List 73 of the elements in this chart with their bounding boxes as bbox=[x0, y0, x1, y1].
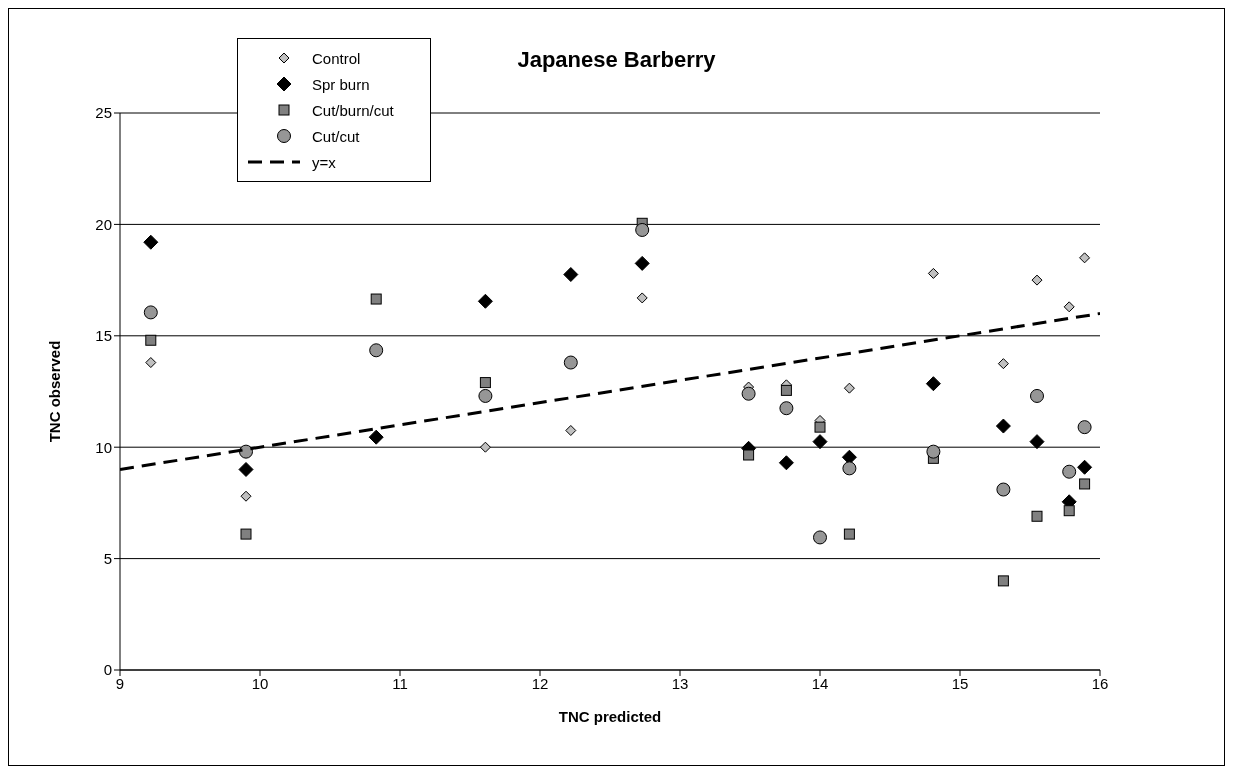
point bbox=[927, 267, 939, 279]
point bbox=[478, 388, 493, 403]
point bbox=[145, 357, 157, 369]
point bbox=[814, 421, 826, 433]
point bbox=[479, 377, 491, 389]
point bbox=[812, 434, 828, 450]
point bbox=[369, 343, 384, 358]
x-tick-label: 10 bbox=[251, 674, 269, 692]
chart-title: Japanese Barberry bbox=[517, 47, 716, 72]
y-tick-label: 15 bbox=[95, 327, 112, 345]
point bbox=[1063, 505, 1075, 517]
point bbox=[240, 490, 252, 502]
point bbox=[1077, 420, 1092, 435]
point bbox=[1079, 252, 1091, 264]
y-tick-label: 25 bbox=[95, 104, 112, 122]
y-tick-label: 0 bbox=[103, 661, 112, 679]
x-tick-label: 14 bbox=[811, 674, 829, 692]
point bbox=[565, 424, 577, 436]
point bbox=[477, 293, 493, 309]
x-axis-title: TNC predicted bbox=[558, 708, 662, 725]
y-tick-label: 20 bbox=[95, 215, 112, 233]
point bbox=[368, 429, 384, 445]
y-tick-label: 5 bbox=[103, 549, 112, 567]
point bbox=[741, 386, 756, 401]
point bbox=[239, 444, 253, 459]
x-tick-label: 15 bbox=[951, 674, 969, 692]
point bbox=[636, 292, 648, 304]
point bbox=[997, 575, 1009, 587]
point bbox=[1062, 464, 1077, 479]
x-tick-label: 16 bbox=[1091, 674, 1109, 692]
point bbox=[634, 255, 650, 271]
legend-label: Control bbox=[312, 49, 361, 67]
point bbox=[145, 334, 157, 346]
point bbox=[843, 382, 855, 394]
x-tick-label: 11 bbox=[392, 674, 408, 692]
point bbox=[143, 234, 159, 250]
legend-label: Cut/burn/cut bbox=[312, 101, 394, 119]
legend-label: Spr burn bbox=[312, 75, 370, 93]
point bbox=[1063, 301, 1075, 313]
point bbox=[1030, 388, 1044, 403]
point bbox=[813, 530, 827, 545]
point bbox=[1031, 274, 1043, 286]
point bbox=[925, 376, 941, 392]
point bbox=[370, 293, 382, 305]
x-tick-label: 9 bbox=[115, 674, 125, 692]
point bbox=[995, 418, 1011, 434]
x-tick-label: 13 bbox=[671, 674, 689, 692]
point bbox=[842, 461, 857, 476]
point bbox=[240, 528, 252, 540]
point bbox=[843, 528, 855, 540]
x-tick-label: 12 bbox=[531, 674, 549, 692]
point bbox=[1079, 478, 1091, 490]
point bbox=[1029, 434, 1045, 450]
point bbox=[238, 461, 254, 477]
point bbox=[779, 401, 794, 416]
point bbox=[780, 384, 792, 396]
y-axis-title: TNC observed bbox=[46, 340, 64, 443]
point bbox=[1031, 510, 1043, 522]
point bbox=[778, 455, 794, 471]
legend-label: Cut/cut bbox=[312, 127, 360, 145]
y-tick-label: 10 bbox=[95, 438, 112, 456]
point bbox=[743, 449, 755, 461]
point bbox=[635, 222, 650, 237]
point bbox=[479, 441, 491, 453]
point bbox=[841, 449, 857, 465]
point bbox=[143, 305, 158, 320]
legend-label: y=x bbox=[312, 153, 336, 171]
point bbox=[563, 355, 578, 370]
point bbox=[563, 267, 579, 283]
point bbox=[996, 482, 1011, 497]
point bbox=[1077, 459, 1093, 475]
point bbox=[926, 444, 941, 459]
point bbox=[997, 358, 1009, 370]
